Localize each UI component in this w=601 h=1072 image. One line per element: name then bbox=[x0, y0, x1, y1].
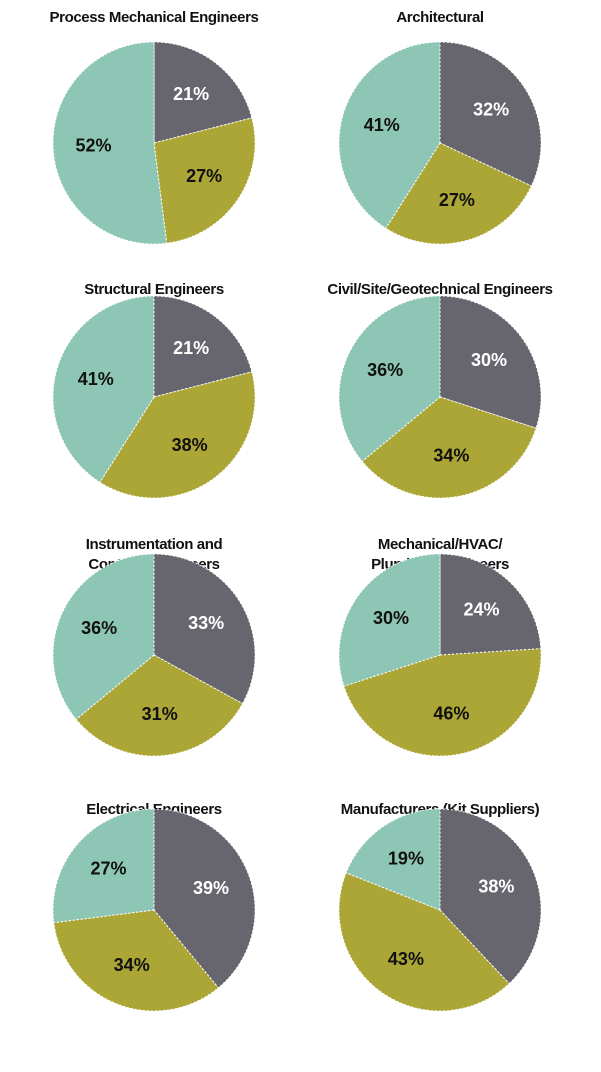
slice-label: 38% bbox=[478, 876, 514, 896]
pie-chart: Architectural 32% 27% 41% bbox=[338, 9, 542, 245]
slice-label: 52% bbox=[76, 136, 112, 156]
slice-label: 24% bbox=[463, 600, 499, 620]
pie-slice bbox=[343, 648, 542, 757]
pie-slice bbox=[439, 808, 542, 985]
chart-title: Process Mechanical Engineers bbox=[50, 9, 259, 26]
pie-slice bbox=[153, 553, 256, 705]
pie-slice bbox=[439, 295, 542, 429]
slice-label: 43% bbox=[388, 949, 424, 969]
slice-label: 21% bbox=[173, 338, 209, 358]
pie-slice bbox=[338, 872, 510, 1012]
pie-slice bbox=[439, 41, 542, 187]
slice-label: 38% bbox=[172, 435, 208, 455]
pie-slice bbox=[52, 808, 155, 924]
pie-chart: Structural Engineers 21% 38% 41% bbox=[52, 281, 256, 499]
slice-label: 34% bbox=[114, 955, 150, 975]
pie-slice bbox=[52, 295, 155, 483]
chart-title: Architectural bbox=[396, 9, 484, 26]
pie-chart: Manufacturers (Kit Suppliers)38%43%19% bbox=[338, 801, 542, 1012]
chart-title: Instrumentation and bbox=[86, 536, 223, 553]
slice-label: 30% bbox=[471, 350, 507, 370]
slice-label: 21% bbox=[173, 84, 209, 104]
pie-slice bbox=[338, 553, 441, 687]
pie-chart: Mechanical/HVAC/Plumbing Engineers24%46%… bbox=[338, 536, 542, 757]
slice-label: 36% bbox=[81, 618, 117, 638]
slice-label: 36% bbox=[367, 360, 403, 380]
chart-title: Structural Engineers bbox=[84, 281, 224, 298]
slice-label: 34% bbox=[433, 445, 469, 465]
pie-slice bbox=[361, 396, 537, 499]
pie-slice bbox=[52, 41, 168, 245]
pie-slice bbox=[75, 654, 244, 757]
pie-chart: Process Mechanical Engineers 21% 27% 52% bbox=[50, 9, 259, 245]
pie-slice bbox=[53, 909, 220, 1012]
pie-slice bbox=[338, 41, 441, 229]
pie-chart: Civil/Site/Geotechnical Engineers 30% 34% 3… bbox=[327, 281, 553, 499]
pie-slice bbox=[52, 553, 155, 721]
chart-title: Mechanical/HVAC/ bbox=[378, 536, 503, 553]
pie-slice bbox=[153, 808, 256, 989]
pie-slice bbox=[153, 117, 256, 244]
slice-label: 27% bbox=[439, 190, 475, 210]
slice-label: 33% bbox=[188, 613, 224, 633]
pie-slice bbox=[99, 371, 256, 499]
pie-slice bbox=[345, 808, 441, 911]
slice-label: 41% bbox=[364, 115, 400, 135]
slice-label: 27% bbox=[186, 166, 222, 186]
slice-label: 32% bbox=[473, 99, 509, 119]
slice-label: 39% bbox=[193, 878, 229, 898]
slice-label: 41% bbox=[78, 369, 114, 389]
slice-label: 19% bbox=[388, 849, 424, 869]
chart-title: Civil/Site/Geotechnical Engineers bbox=[327, 281, 552, 298]
pie-slice bbox=[338, 295, 441, 463]
pie-slice bbox=[439, 553, 542, 656]
pie-chart: Instrumentation andControls Engineers33%… bbox=[52, 536, 256, 757]
pie-slice bbox=[153, 295, 253, 398]
slice-label: 27% bbox=[91, 859, 127, 879]
slice-label: 31% bbox=[142, 704, 178, 724]
pie-slice bbox=[153, 41, 253, 144]
slice-label: 46% bbox=[433, 703, 469, 723]
pie-slice bbox=[385, 142, 533, 245]
slice-label: 30% bbox=[373, 608, 409, 628]
